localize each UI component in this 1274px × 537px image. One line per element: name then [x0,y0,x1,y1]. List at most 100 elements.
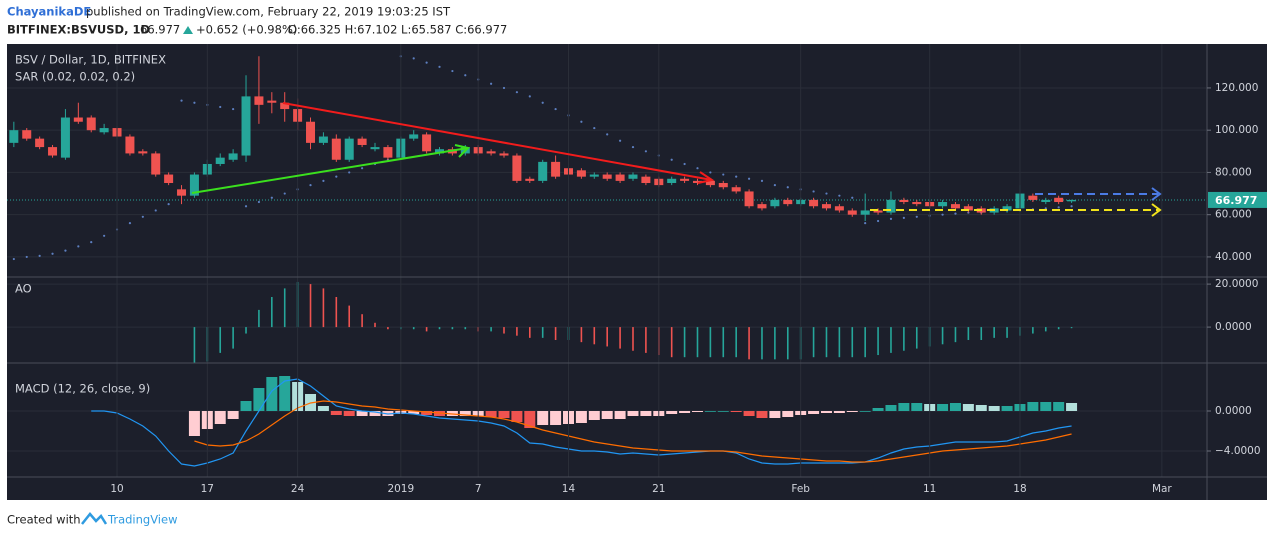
candle-body [770,199,780,207]
ao-bar [490,327,492,332]
ao-bar [219,327,222,353]
ao-bar [606,327,608,347]
ao-bar [580,327,583,343]
arrow-head [1151,187,1162,201]
candle-body [551,161,561,177]
sar-dot [193,101,196,104]
y-tick-label: 40.000 [1215,251,1252,263]
y-tick-label: −4.0000 [1215,445,1261,457]
up-icon [183,26,193,34]
macd-bar [279,376,291,411]
candle-body [628,174,638,179]
x-tick-label: 7 [475,483,482,495]
ao-bar [1044,327,1047,332]
x-tick-label: 10 [110,483,123,495]
macd-bar [1040,402,1052,411]
ao-bar [915,327,918,349]
sar-dot [864,222,867,225]
candle-body [718,182,728,188]
candle-body [731,187,741,192]
footer-brand[interactable]: TradingView [107,513,177,527]
candle-body [280,102,290,110]
sar-dot [180,99,183,102]
y-tick-label: 20.0000 [1215,278,1258,290]
legend: SAR (0.02, 0.02, 0.2) [15,70,135,84]
candle-body [680,178,690,181]
sar-dot [257,200,261,204]
macd-bar [601,411,613,419]
sar-dot [425,61,428,64]
sar-dot [412,57,415,60]
ao-bar [425,327,428,332]
candle-body [576,170,586,177]
candle-body [241,96,251,156]
x-tick-label: 14 [562,483,576,495]
published: published on TradingView.com, February 2… [86,5,451,19]
ao-bar [838,327,841,358]
ao-bar [503,327,505,334]
ao-bar [438,327,441,330]
candle-body [151,153,161,175]
macd-bar [369,411,381,416]
sar-dot [270,196,273,199]
y-tick-label: 100.000 [1215,124,1258,136]
sar-dot [154,209,157,212]
macd-bar [421,411,433,415]
sar-dot [644,150,647,153]
macd-bar [962,404,974,411]
macd-bar [330,411,342,415]
candle-body [254,96,264,105]
macd-bar [859,411,871,412]
sar-dot [64,249,67,252]
macd-bar [266,377,278,411]
sar-dot [915,215,918,218]
ao-bar [451,327,454,330]
ao-bar [1057,327,1060,330]
y-tick-label: 0.0000 [1215,321,1252,333]
ao-bar [709,327,712,358]
sar-dot [141,215,144,218]
macd-bar [575,411,587,423]
macd-bar [679,411,691,413]
ao-bar [735,327,737,358]
candle-body [899,199,909,203]
candle-body [422,134,432,152]
author[interactable]: ChayanikaDE [7,5,91,19]
candle-body [1041,199,1051,203]
sar-dot [322,179,325,182]
macd-bar [343,411,355,416]
y-tick-label: 60.000 [1215,209,1252,221]
sar-dot [941,213,944,216]
candle-body [215,157,225,164]
candle-body [60,117,70,158]
last: 66.977 [140,23,180,37]
ao-bar [632,327,634,351]
macd-bar [408,411,420,414]
ao-bar [761,327,763,360]
ao-bar [864,327,866,358]
ao-bar [335,296,338,328]
ao-bar [774,327,776,360]
candle-body [499,153,509,156]
macd-bar [214,411,226,424]
x-tick-label: Mar [1152,483,1172,495]
macd-bar [937,404,949,411]
x-tick-label: 21 [652,483,665,495]
ao-bar [593,327,596,345]
ao-bar [722,327,725,358]
sar-dot [1070,205,1073,208]
candle-body [125,136,135,154]
candle-body [821,204,831,209]
macd-bar [975,405,987,411]
ao-bar [516,327,518,336]
candle-body [189,174,199,196]
sar-dot [167,203,170,206]
sar-dot [825,192,828,195]
sar-dot [812,190,815,193]
legend: MACD (12, 26, close, 9) [15,382,150,396]
macd-bar [253,388,265,411]
macd-bar [988,406,1000,411]
candle-body [486,151,496,154]
